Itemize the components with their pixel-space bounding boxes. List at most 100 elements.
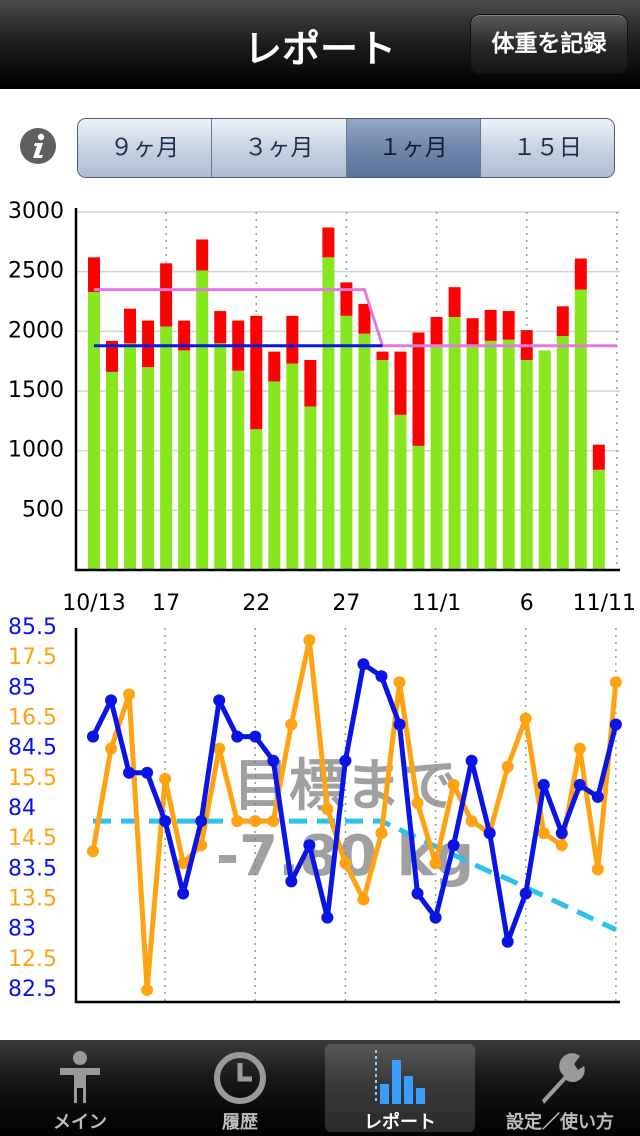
- line: [90, 637, 619, 993]
- segment[interactable]: ９ヶ月: [78, 119, 213, 177]
- y-tick-label: 500: [22, 497, 64, 522]
- bar-segment: [124, 308, 137, 344]
- line: [94, 288, 617, 348]
- tab[interactable]: 履歴: [160, 1040, 320, 1136]
- y2-tick-label: 14.5: [8, 826, 57, 851]
- y-tick-label: 84: [8, 796, 36, 821]
- bar-segment: [484, 309, 497, 341]
- marker: [339, 754, 352, 767]
- period-segmented-control: ９ヶ月 ３ヶ月 １ヶ月 １５日: [77, 118, 615, 178]
- marker: [393, 718, 406, 731]
- segment[interactable]: １ヶ月: [346, 119, 481, 177]
- marker: [375, 827, 388, 840]
- bar-segment: [232, 370, 245, 570]
- marker: [321, 911, 334, 924]
- bar-segment: [196, 239, 209, 271]
- marker: [123, 688, 136, 701]
- marker: [303, 839, 316, 852]
- bar-segment: [124, 343, 137, 570]
- tab[interactable]: レポート: [320, 1040, 480, 1136]
- marker: [177, 857, 190, 870]
- marker: [609, 718, 622, 731]
- marker: [159, 815, 172, 828]
- y2-tick-label: 13.5: [8, 887, 57, 912]
- y-tick-label: 85.5: [8, 615, 57, 640]
- marker: [501, 760, 514, 773]
- marker: [303, 634, 316, 647]
- tab[interactable]: 設定／使い方: [480, 1040, 640, 1136]
- marker: [321, 803, 334, 815]
- bar-segment: [448, 287, 461, 318]
- y-tick-label: 83: [8, 917, 36, 942]
- tab-icon: [214, 1052, 266, 1104]
- y-tick-label: 82.5: [8, 977, 57, 1002]
- bar-segment: [286, 315, 299, 364]
- marker: [501, 935, 514, 948]
- record-weight-button[interactable]: 体重を記録: [470, 14, 628, 74]
- tab-label: メイン: [53, 1112, 107, 1133]
- segment[interactable]: ３ヶ月: [212, 119, 347, 177]
- bar-segment: [556, 306, 569, 337]
- y-tick-label: 1500: [8, 378, 64, 403]
- y2-tick-label: 15.5: [8, 766, 57, 791]
- x-tick-label: 17: [152, 591, 180, 616]
- bar-segment: [142, 320, 155, 368]
- marker: [519, 712, 532, 725]
- tab-icon: [375, 1050, 425, 1104]
- marker: [267, 815, 280, 828]
- marker: [195, 815, 208, 828]
- marker: [465, 754, 478, 767]
- y-tick-label: 83.5: [8, 856, 57, 881]
- marker: [555, 827, 568, 840]
- navigation-bar: レポート 体重を記録: [0, 0, 640, 89]
- marker: [213, 694, 226, 707]
- marker: [411, 796, 424, 809]
- marker: [447, 778, 460, 791]
- marker: [483, 827, 496, 840]
- marker: [375, 670, 388, 683]
- tab-icon: [542, 1053, 585, 1104]
- marker: [411, 887, 424, 900]
- segment[interactable]: １５日: [480, 119, 614, 177]
- marker: [177, 887, 190, 900]
- marker: [87, 845, 99, 858]
- marker: [555, 839, 568, 852]
- marker: [87, 730, 99, 743]
- marker: [429, 911, 442, 924]
- bar-segment: [178, 320, 191, 351]
- bar-segment: [430, 317, 443, 347]
- tab-label: 設定／使い方: [506, 1112, 614, 1133]
- marker: [123, 766, 136, 779]
- info-icon[interactable]: [19, 127, 57, 165]
- y2-tick-label: 16.5: [8, 706, 57, 731]
- line: [90, 661, 619, 945]
- bar-segment: [502, 339, 515, 570]
- tab[interactable]: メイン: [0, 1040, 160, 1136]
- marker: [447, 839, 460, 852]
- bar-segment: [160, 263, 173, 327]
- marker: [105, 694, 118, 707]
- bar-segment: [340, 315, 353, 570]
- y-tick-label: 84.5: [8, 736, 57, 761]
- x-tick-label: 27: [332, 591, 360, 616]
- marker: [249, 730, 262, 743]
- axis-frame: [74, 208, 620, 572]
- marker: [393, 676, 406, 689]
- bar-segment: [466, 346, 479, 570]
- x-tick-label: 10/13: [62, 591, 125, 616]
- marker: [267, 754, 280, 767]
- marker: [141, 766, 154, 779]
- x-tick-label: 11/11: [573, 591, 636, 616]
- x-tick-label: 11/1: [412, 591, 461, 616]
- bar-segment: [430, 346, 443, 570]
- marker: [591, 863, 604, 876]
- marker: [357, 893, 370, 906]
- axis-frame: [74, 628, 620, 1004]
- bar-segment: [358, 303, 371, 334]
- tab-icon: [60, 1051, 100, 1103]
- bar-segment: [592, 444, 605, 470]
- marker: [141, 984, 154, 996]
- marker: [231, 730, 244, 743]
- bar-segment: [106, 371, 119, 570]
